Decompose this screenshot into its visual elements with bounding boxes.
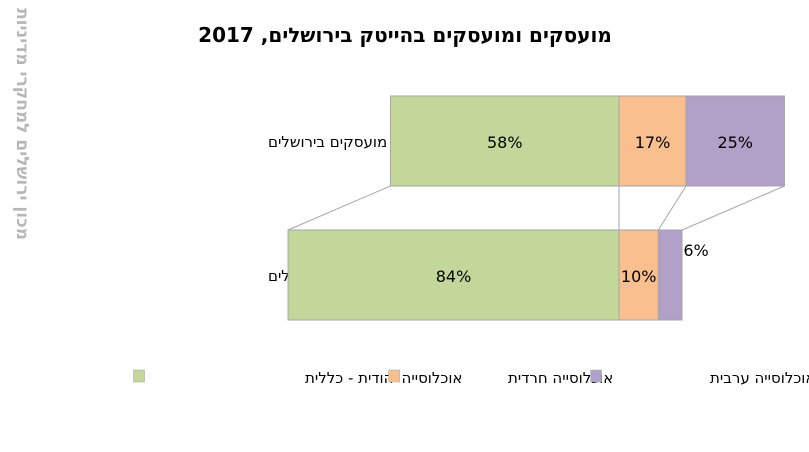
legend-swatch — [590, 369, 602, 383]
connector-line — [287, 185, 391, 231]
connector-line — [657, 185, 687, 231]
connector-line — [681, 185, 785, 231]
chart-title: מועסקים ומועסקים בהייטק בירושלים, 2017 — [198, 23, 612, 47]
bar-segment — [618, 95, 687, 187]
legend-label: אוכלוסייה ערבית — [710, 369, 809, 387]
data-label: 25% — [717, 133, 753, 152]
legend-swatch — [388, 369, 400, 383]
legend-label: אוכלוסייה חרדית — [508, 369, 613, 387]
bar-segment — [685, 95, 785, 187]
legend-swatch — [133, 369, 145, 383]
legend-label: אוכלוסייה יהודית - כללית — [305, 369, 462, 387]
data-label: 58% — [487, 133, 523, 152]
data-label: 17% — [635, 133, 671, 152]
data-label: 6% — [683, 241, 708, 260]
data-label: 10% — [621, 267, 657, 286]
bar-segment — [618, 229, 659, 321]
data-label: 84% — [436, 267, 472, 286]
bar-segment — [389, 95, 620, 187]
bar-segment — [657, 229, 683, 321]
bar-segment — [287, 229, 620, 321]
category-label: סה"כ מועסקים בירושלים — [268, 133, 426, 151]
